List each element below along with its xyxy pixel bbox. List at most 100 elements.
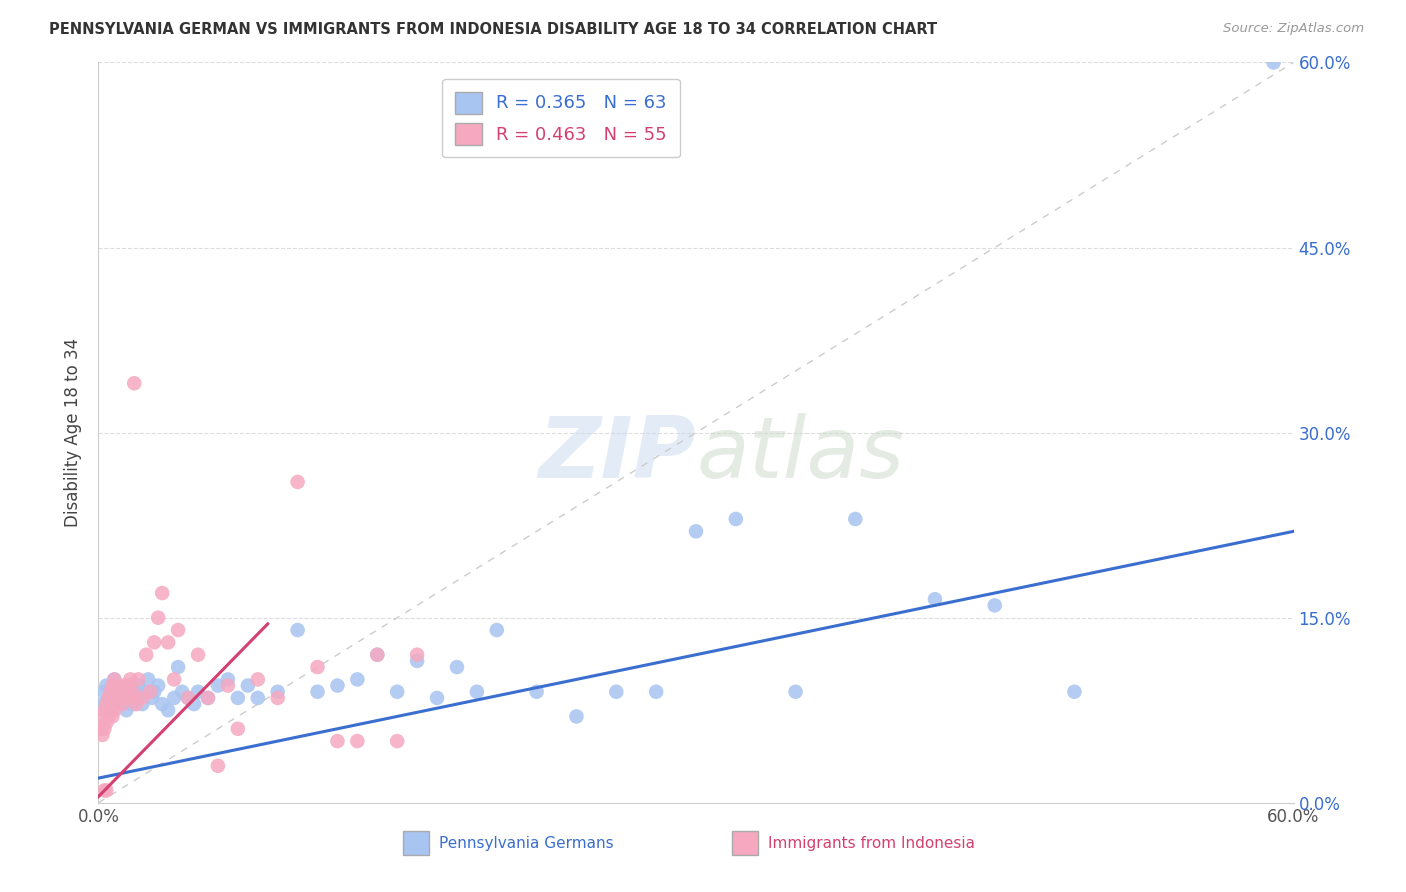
Point bbox=[246, 673, 269, 687]
Point bbox=[446, 660, 468, 674]
Point bbox=[207, 679, 229, 693]
Point bbox=[124, 690, 146, 705]
Point bbox=[141, 690, 163, 705]
Point bbox=[148, 679, 170, 693]
Point bbox=[187, 685, 209, 699]
Point bbox=[685, 524, 707, 539]
Text: ZIP: ZIP bbox=[538, 413, 696, 496]
Point bbox=[485, 623, 508, 637]
Point bbox=[134, 685, 156, 699]
Point bbox=[93, 722, 115, 736]
Point bbox=[97, 703, 120, 717]
Point bbox=[112, 685, 135, 699]
Point bbox=[93, 685, 115, 699]
Point bbox=[163, 673, 186, 687]
Point bbox=[346, 734, 368, 748]
Point bbox=[226, 690, 249, 705]
Point bbox=[115, 690, 138, 705]
Point bbox=[267, 690, 290, 705]
Point bbox=[465, 685, 488, 699]
Point bbox=[127, 673, 149, 687]
Point bbox=[197, 690, 219, 705]
Point bbox=[844, 512, 866, 526]
Point bbox=[105, 685, 128, 699]
Point bbox=[150, 697, 173, 711]
FancyBboxPatch shape bbox=[733, 831, 758, 855]
Point bbox=[267, 685, 290, 699]
Point bbox=[124, 685, 146, 699]
Point bbox=[984, 599, 1007, 613]
Point bbox=[117, 679, 139, 693]
Point bbox=[246, 690, 269, 705]
Point bbox=[177, 690, 200, 705]
Point bbox=[143, 635, 166, 649]
Point bbox=[121, 697, 143, 711]
Point bbox=[785, 685, 807, 699]
Point bbox=[89, 722, 111, 736]
Point bbox=[97, 690, 120, 705]
Point bbox=[120, 673, 142, 687]
Point bbox=[105, 685, 128, 699]
Text: Immigrants from Indonesia: Immigrants from Indonesia bbox=[768, 836, 974, 851]
Point bbox=[124, 376, 146, 391]
Point bbox=[97, 709, 120, 723]
Point bbox=[135, 648, 157, 662]
Point bbox=[103, 673, 125, 687]
Point bbox=[101, 679, 124, 693]
Point bbox=[91, 728, 114, 742]
Point bbox=[183, 697, 205, 711]
Point bbox=[93, 703, 115, 717]
Point bbox=[107, 679, 129, 693]
Point bbox=[645, 685, 668, 699]
Point bbox=[197, 690, 219, 705]
Point bbox=[107, 679, 129, 693]
Point bbox=[96, 679, 118, 693]
Point bbox=[98, 685, 122, 699]
Point bbox=[167, 623, 190, 637]
Point bbox=[143, 685, 166, 699]
Legend: R = 0.365   N = 63, R = 0.463   N = 55: R = 0.365 N = 63, R = 0.463 N = 55 bbox=[441, 78, 679, 157]
Point bbox=[111, 697, 134, 711]
Point bbox=[172, 685, 194, 699]
Point bbox=[1263, 55, 1285, 70]
Point bbox=[136, 673, 159, 687]
Point bbox=[366, 648, 388, 662]
Point bbox=[1063, 685, 1085, 699]
Point bbox=[125, 690, 148, 705]
Point bbox=[924, 592, 946, 607]
Text: Pennsylvania Germans: Pennsylvania Germans bbox=[439, 836, 613, 851]
Point bbox=[96, 715, 118, 730]
Point bbox=[101, 709, 124, 723]
Point bbox=[326, 679, 349, 693]
FancyBboxPatch shape bbox=[404, 831, 429, 855]
Point bbox=[150, 586, 173, 600]
Point bbox=[139, 685, 162, 699]
Point bbox=[724, 512, 747, 526]
Point bbox=[326, 734, 349, 748]
Point bbox=[207, 758, 229, 772]
Point bbox=[406, 648, 429, 662]
Point bbox=[217, 679, 239, 693]
Point bbox=[236, 679, 259, 693]
Point bbox=[96, 783, 118, 797]
Point bbox=[96, 697, 118, 711]
Point bbox=[98, 703, 122, 717]
Point bbox=[307, 685, 329, 699]
Point bbox=[110, 690, 132, 705]
Point bbox=[366, 648, 388, 662]
Point bbox=[307, 660, 329, 674]
Point bbox=[91, 709, 114, 723]
Point bbox=[125, 697, 148, 711]
Point bbox=[217, 673, 239, 687]
Point bbox=[93, 783, 115, 797]
Text: PENNSYLVANIA GERMAN VS IMMIGRANTS FROM INDONESIA DISABILITY AGE 18 TO 34 CORRELA: PENNSYLVANIA GERMAN VS IMMIGRANTS FROM I… bbox=[49, 22, 938, 37]
Point bbox=[426, 690, 449, 705]
Point bbox=[148, 610, 170, 624]
Point bbox=[565, 709, 588, 723]
Point bbox=[163, 690, 186, 705]
Point bbox=[103, 703, 125, 717]
Point bbox=[112, 679, 135, 693]
Point bbox=[526, 685, 548, 699]
Point bbox=[385, 734, 409, 748]
Point bbox=[120, 679, 142, 693]
